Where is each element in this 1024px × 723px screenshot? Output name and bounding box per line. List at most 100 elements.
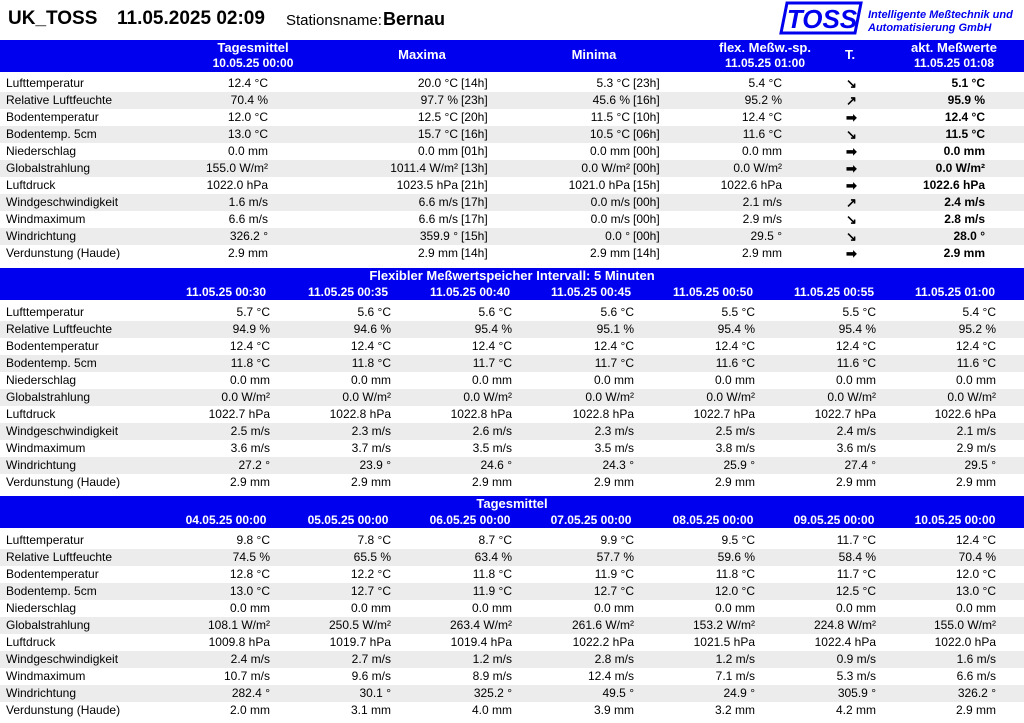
cell-value: 11.8 °C — [230, 356, 270, 370]
table-row: Windrichtung 326.2 ° 359.9 ° [15h] 0.0 ° [00h… — [0, 228, 1024, 245]
max-time: [01h] — [461, 144, 488, 158]
column-time: 06.05.25 00:00 — [429, 513, 511, 527]
cell-value: 3.8 m/s — [715, 441, 755, 455]
cell-value: 7.1 m/s — [715, 669, 755, 683]
cell-value: 12.4 °C — [714, 339, 755, 353]
cell-value: 155.0 W/m² — [933, 618, 996, 632]
logo-wordmark: TOSS — [787, 4, 858, 34]
cell-value: 6.6 m/s — [956, 669, 996, 683]
cell-value: 0.0 W/m² — [706, 390, 755, 404]
cell-value: 261.6 W/m² — [571, 618, 634, 632]
cell-value: 2.4 m/s — [836, 424, 876, 438]
cell-value: 0.0 mm — [350, 601, 391, 615]
cell-value: 12.0 °C — [955, 567, 996, 581]
flex-value: 95.2 % — [744, 93, 782, 107]
station-name: Bernau — [383, 9, 446, 29]
max-value: 359.9 ° — [419, 229, 458, 243]
cell-value: 2.1 m/s — [956, 424, 996, 438]
max-value: 12.5 °C — [417, 110, 458, 124]
row-label: Bodentemp. 5cm — [6, 356, 97, 370]
flex-value: 12.4 °C — [741, 110, 782, 124]
table-row: Windrichtung 27.2 ° 23.9 ° 24.6 ° 24.3 ° 25.9… — [0, 457, 1024, 474]
cell-value: 1022.4 hPa — [814, 635, 876, 649]
flex-value: 2.9 mm — [741, 246, 782, 260]
toss-logo: TOSS — [779, 0, 865, 36]
cell-value: 5.6 °C — [600, 305, 634, 319]
row-label: Windgeschwindigkeit — [6, 652, 119, 666]
flex-value: 0.0 W/m² — [733, 161, 782, 175]
max-value: 1011.4 W/m² — [390, 161, 458, 175]
cell-value: 0.0 W/m² — [827, 390, 876, 404]
daily-mean-value: 155.0 W/m² — [205, 161, 268, 175]
row-label: Lufttemperatur — [6, 305, 85, 319]
cell-value: 25.9 ° — [723, 458, 756, 472]
max-time: [15h] — [461, 229, 488, 243]
cell-value: 94.6 % — [353, 322, 391, 336]
cell-value: 0.0 mm — [229, 373, 270, 387]
cell-value: 5.7 °C — [236, 305, 270, 319]
cell-value: 2.4 m/s — [230, 652, 270, 666]
col-flex-time: 11.05.25 01:00 — [724, 56, 806, 70]
cell-value: 11.8 °C — [472, 567, 512, 581]
cell-value: 65.5 % — [353, 550, 391, 564]
cell-value: 1022.8 hPa — [572, 407, 634, 421]
cell-value: 29.5 ° — [964, 458, 997, 472]
cell-value: 9.8 °C — [236, 533, 270, 547]
min-value: 0.0 mm — [589, 144, 630, 158]
min-value: 11.5 °C — [590, 110, 630, 124]
cell-value: 1.2 m/s — [715, 652, 755, 666]
cell-value: 12.4 m/s — [587, 669, 634, 683]
table-row: Windgeschwindigkeit 2.4 m/s 2.7 m/s 1.2 m/s… — [0, 651, 1024, 668]
cell-value: 27.4 ° — [844, 458, 877, 472]
min-time: [14h] — [633, 246, 660, 260]
cell-value: 2.0 mm — [229, 703, 270, 717]
row-label: Verdunstung (Haude) — [6, 703, 121, 717]
cell-value: 12.4 °C — [229, 339, 270, 353]
cell-value: 2.9 mm — [229, 475, 270, 489]
cell-value: 2.8 m/s — [594, 652, 634, 666]
daily-mean-value: 13.0 °C — [227, 127, 268, 141]
column-time: 09.05.25 00:00 — [793, 513, 875, 527]
row-label: Globalstrahlung — [6, 618, 91, 632]
row-label: Relative Luftfeuchte — [6, 322, 113, 336]
min-time: [00h] — [633, 195, 660, 209]
cell-value: 0.0 W/m² — [342, 390, 391, 404]
max-value: 15.7 °C — [417, 127, 458, 141]
daily-mean-value: 6.6 m/s — [228, 212, 268, 226]
cell-value: 3.9 mm — [593, 703, 634, 717]
cell-value: 305.9 ° — [837, 686, 876, 700]
station-name-label: Stationsname: — [286, 12, 382, 29]
cell-value: 1022.7 hPa — [693, 407, 755, 421]
trend-arrow-icon: ➡ — [846, 144, 857, 159]
cell-value: 95.1 % — [596, 322, 634, 336]
daily-mean-value: 1.6 m/s — [228, 195, 268, 209]
cell-value: 12.4 °C — [593, 339, 634, 353]
current-value: 2.8 m/s — [944, 212, 985, 226]
col-current: akt. Meßwerte — [911, 40, 997, 55]
cell-value: 27.2 ° — [238, 458, 271, 472]
table-row: Windmaximum 10.7 m/s 9.6 m/s 8.9 m/s 12.4 m/… — [0, 668, 1024, 685]
row-label: Luftdruck — [6, 178, 56, 192]
cell-value: 2.9 mm — [714, 475, 755, 489]
page-header: UK_TOSS 11.05.2025 02:09 Stationsname: B… — [0, 0, 1024, 40]
min-time: [00h] — [633, 212, 660, 226]
row-label: Bodentemp. 5cm — [6, 584, 97, 598]
table-row: Niederschlag 0.0 mm 0.0 mm [01h] 0.0 mm [00h]… — [0, 143, 1024, 160]
cell-value: 30.1 ° — [359, 686, 392, 700]
col-current-time: 11.05.25 01:08 — [913, 56, 995, 70]
table-row: Bodentemp. 5cm 13.0 °C 12.7 °C 11.9 °C 12.7 … — [0, 583, 1024, 600]
cell-value: 11.7 °C — [836, 567, 876, 581]
row-label: Globalstrahlung — [6, 161, 91, 175]
row-label: Windgeschwindigkeit — [6, 195, 119, 209]
table-row: Globalstrahlung 0.0 W/m² 0.0 W/m² 0.0 W/m² 0… — [0, 389, 1024, 406]
cell-value: 2.9 mm — [955, 703, 996, 717]
cell-value: 11.7 °C — [472, 356, 512, 370]
cell-value: 24.9 ° — [723, 686, 756, 700]
cell-value: 0.0 mm — [955, 601, 996, 615]
cell-value: 11.7 °C — [594, 356, 634, 370]
max-value: 2.9 mm — [417, 246, 458, 260]
cell-value: 0.0 W/m² — [463, 390, 512, 404]
min-value: 0.0 ° — [605, 229, 630, 243]
col-flex: flex. Meßw.-sp. — [719, 40, 811, 55]
column-time: 11.05.25 00:55 — [793, 285, 875, 299]
